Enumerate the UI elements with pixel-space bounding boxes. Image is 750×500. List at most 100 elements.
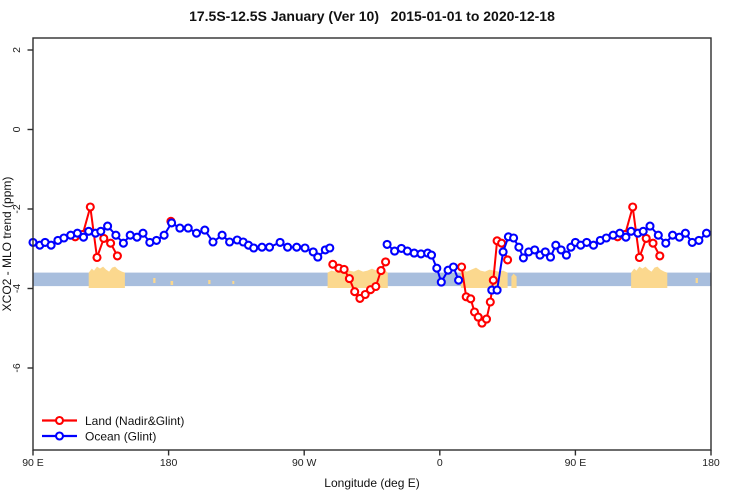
data-point-ocean xyxy=(151,235,162,245)
data-point-land xyxy=(328,259,338,269)
data-point-land xyxy=(339,264,349,274)
data-point-ocean xyxy=(674,232,684,242)
data-point-ocean xyxy=(175,223,185,233)
data-point-ocean xyxy=(509,233,519,243)
data-point-land xyxy=(112,251,122,261)
data-point-ocean xyxy=(518,253,528,263)
axes-group: 90 E 180 90 W 0 90 E 180 2 0 -2 -4 -6 xyxy=(11,37,720,469)
data-point-ocean xyxy=(661,238,671,248)
x-tick-label: 90 W xyxy=(292,457,317,469)
land-fraction-speck xyxy=(208,280,211,284)
data-point-ocean xyxy=(249,243,259,253)
data-point-ocean xyxy=(183,223,193,233)
data-point-ocean xyxy=(540,247,550,257)
x-tick-label: 0 xyxy=(437,457,443,469)
data-point-ocean xyxy=(292,242,302,252)
data-point-land xyxy=(641,233,651,243)
x-tick-label: 180 xyxy=(702,457,720,469)
data-point-land xyxy=(92,252,102,263)
legend-key-marker xyxy=(54,415,65,426)
series-land-group xyxy=(70,202,665,328)
data-point-land xyxy=(85,202,95,212)
y-tick-label: -6 xyxy=(11,363,23,372)
data-point-land xyxy=(371,281,381,292)
data-point-ocean xyxy=(382,239,392,249)
land-fraction-speck xyxy=(153,278,156,283)
data-point-ocean xyxy=(264,242,275,252)
land-fraction-patch xyxy=(631,266,668,288)
data-point-ocean xyxy=(103,221,113,231)
data-point-ocean xyxy=(72,228,82,238)
data-point-ocean xyxy=(701,228,712,238)
x-tick-label: 90 E xyxy=(565,457,587,469)
data-point-ocean xyxy=(313,252,323,262)
land-fraction-speck xyxy=(695,278,698,283)
data-point-ocean xyxy=(680,228,690,238)
data-point-land xyxy=(376,266,386,276)
data-point-ocean xyxy=(208,237,218,247)
data-point-ocean xyxy=(621,232,631,242)
data-point-ocean xyxy=(46,240,56,250)
data-point-ocean xyxy=(217,230,227,240)
data-point-ocean xyxy=(167,218,177,228)
data-point-ocean xyxy=(200,225,210,235)
land-fraction-patch xyxy=(88,266,125,288)
data-point-ocean xyxy=(257,242,267,252)
x-axis-label: Longitude (deg E) xyxy=(324,476,419,490)
legend: Land (Nadir&Glint) Ocean (Glint) xyxy=(42,414,184,444)
data-point-land xyxy=(99,233,109,243)
data-point-ocean xyxy=(530,245,540,255)
land-fraction-speck xyxy=(170,281,174,285)
data-point-land xyxy=(481,314,492,324)
data-point-ocean xyxy=(118,238,128,248)
data-point-ocean xyxy=(514,242,524,252)
data-point-ocean xyxy=(225,237,235,247)
data-point-ocean xyxy=(498,247,508,257)
data-point-ocean xyxy=(694,235,704,245)
y-tick-label: -2 xyxy=(11,204,23,213)
data-point-ocean xyxy=(638,226,648,236)
land-shading-group xyxy=(88,266,698,288)
data-point-ocean xyxy=(138,228,148,238)
legend-label-land: Land (Nadir&Glint) xyxy=(85,414,184,428)
y-tick-label: 0 xyxy=(11,126,23,132)
data-point-land xyxy=(381,257,391,267)
data-point-ocean xyxy=(191,228,202,238)
data-point-land xyxy=(485,297,495,307)
data-point-ocean xyxy=(159,230,169,240)
data-point-ocean xyxy=(426,250,437,260)
data-point-ocean xyxy=(111,230,121,240)
data-point-ocean xyxy=(275,237,285,247)
plot-border xyxy=(32,37,712,451)
data-point-land xyxy=(634,252,644,263)
data-point-ocean xyxy=(300,243,310,253)
data-point-ocean xyxy=(561,250,571,260)
data-point-ocean xyxy=(96,226,106,236)
series-ocean-group xyxy=(28,218,712,295)
data-point-ocean xyxy=(492,285,502,295)
legend-key-marker xyxy=(54,431,65,441)
data-point-ocean xyxy=(645,221,655,231)
data-point-ocean xyxy=(454,275,464,285)
data-point-ocean xyxy=(283,242,293,252)
data-point-land xyxy=(497,238,507,248)
data-point-land xyxy=(350,287,360,297)
chart-title: 17.5S-12.5S January (Ver 10) 2015-01-01 … xyxy=(189,8,555,24)
data-point-land xyxy=(655,251,665,261)
data-point-ocean xyxy=(78,232,89,242)
data-point-ocean xyxy=(132,232,142,242)
land-fraction-patch xyxy=(511,273,517,288)
data-point-land xyxy=(648,238,658,248)
x-tick-label: 180 xyxy=(160,457,178,469)
data-point-ocean xyxy=(448,262,458,272)
data-point-land xyxy=(457,262,467,272)
y-tick-label: 2 xyxy=(11,47,23,53)
data-point-land xyxy=(488,275,498,285)
data-point-ocean xyxy=(545,252,556,262)
data-point-ocean xyxy=(551,240,561,250)
data-point-land xyxy=(344,274,354,284)
y-axis-label: XCO2 - MLO trend (ppm) xyxy=(0,177,14,312)
data-point-land xyxy=(466,294,476,304)
x-tick-label: 90 E xyxy=(22,457,44,469)
